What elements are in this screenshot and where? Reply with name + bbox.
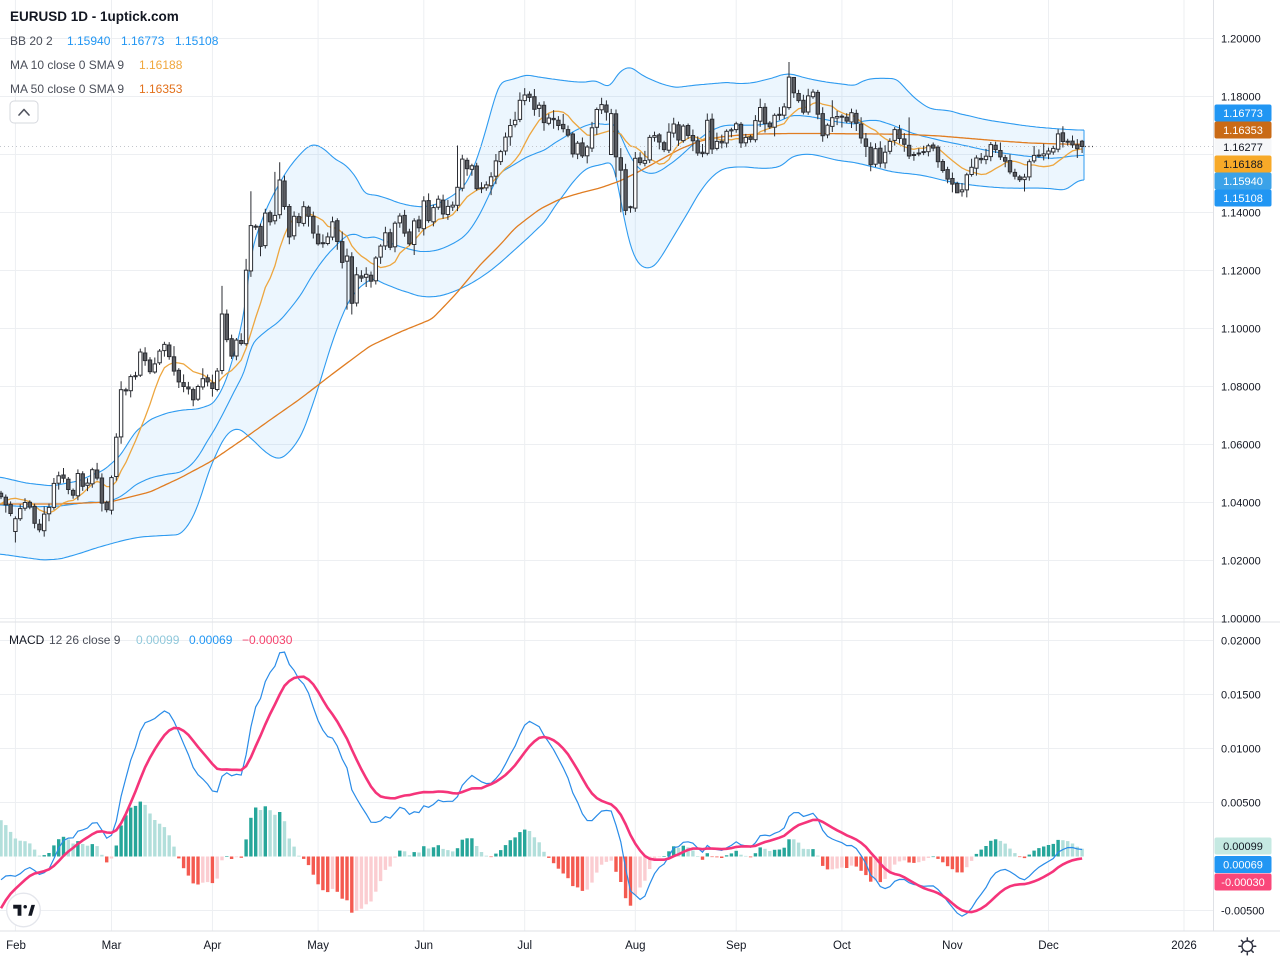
svg-text:1.15940: 1.15940 [67,34,111,48]
svg-text:12 26 close 9: 12 26 close 9 [49,633,121,647]
svg-text:Feb: Feb [6,940,26,952]
svg-text:-0.00030: -0.00030 [1221,877,1264,889]
svg-text:1.16353: 1.16353 [1223,125,1263,137]
svg-text:BB 20 2: BB 20 2 [10,34,53,48]
svg-text:MA 10 close 0 SMA 9: MA 10 close 0 SMA 9 [10,58,124,72]
svg-text:1.16277: 1.16277 [1223,142,1263,154]
svg-text:1.15108: 1.15108 [1223,193,1263,205]
svg-text:EURUSD 1D - 1uptick.com: EURUSD 1D - 1uptick.com [10,9,179,24]
svg-text:Jun: Jun [415,940,434,952]
svg-text:0.01000: 0.01000 [1221,744,1261,756]
svg-text:2026: 2026 [1171,940,1197,952]
svg-text:Sep: Sep [726,940,746,952]
svg-text:Apr: Apr [203,940,221,952]
svg-text:1.04000: 1.04000 [1221,498,1261,510]
svg-text:1.15108: 1.15108 [175,34,219,48]
svg-text:1.18000: 1.18000 [1221,92,1261,104]
svg-text:1.06000: 1.06000 [1221,440,1261,452]
svg-text:1.15940: 1.15940 [1223,176,1263,188]
svg-text:1.00000: 1.00000 [1221,614,1261,626]
svg-text:0.01500: 0.01500 [1221,690,1261,702]
svg-text:May: May [307,940,329,952]
svg-text:0.02000: 0.02000 [1221,636,1261,648]
svg-text:Dec: Dec [1038,940,1059,952]
svg-text:1.16188: 1.16188 [1223,159,1263,171]
svg-text:Oct: Oct [833,940,852,952]
svg-text:-0.00500: -0.00500 [1221,906,1264,918]
svg-text:Mar: Mar [102,940,122,952]
svg-text:0.00099: 0.00099 [1223,841,1263,853]
svg-text:MACD: MACD [9,633,45,647]
svg-text:1.10000: 1.10000 [1221,324,1261,336]
svg-text:1.12000: 1.12000 [1221,266,1261,278]
svg-text:Nov: Nov [942,940,963,952]
svg-text:1.20000: 1.20000 [1221,34,1261,46]
svg-text:1.16773: 1.16773 [1223,108,1263,120]
svg-text:1.16773: 1.16773 [121,34,165,48]
svg-text:−0.00030: −0.00030 [242,633,293,647]
svg-text:MA 50 close 0 SMA 9: MA 50 close 0 SMA 9 [10,82,124,96]
svg-text:1.16353: 1.16353 [139,82,183,96]
svg-text:0.00500: 0.00500 [1221,798,1261,810]
svg-text:0.00099: 0.00099 [136,633,180,647]
svg-text:0.00069: 0.00069 [1223,860,1263,872]
svg-text:1.14000: 1.14000 [1221,208,1261,220]
svg-text:0.00069: 0.00069 [189,633,233,647]
svg-text:Jul: Jul [517,940,532,952]
svg-text:Aug: Aug [625,940,645,952]
svg-text:1.08000: 1.08000 [1221,382,1261,394]
svg-text:1.02000: 1.02000 [1221,556,1261,568]
svg-text:1.16188: 1.16188 [139,58,183,72]
